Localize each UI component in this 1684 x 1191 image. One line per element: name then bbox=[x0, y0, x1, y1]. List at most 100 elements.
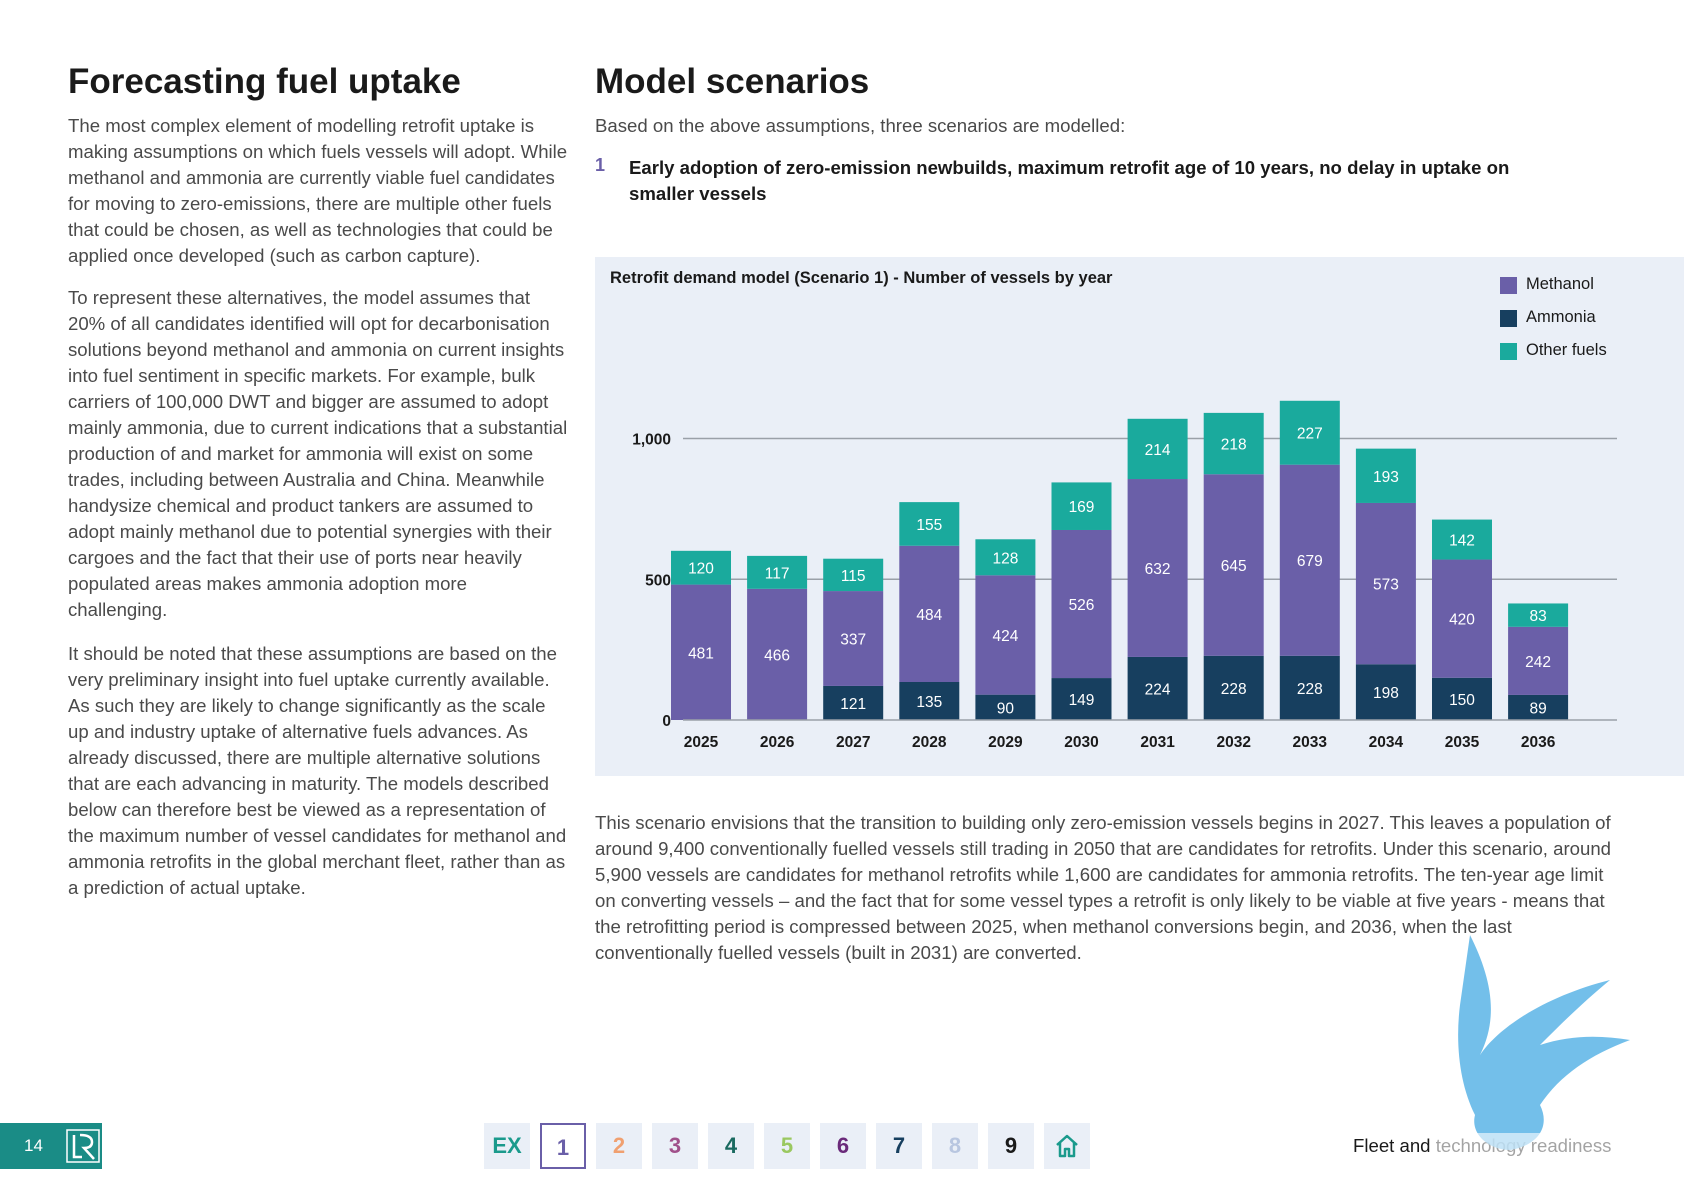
data-label: 228 bbox=[1297, 681, 1323, 698]
data-label: 526 bbox=[1069, 597, 1095, 614]
legend-label: Ammonia bbox=[1526, 308, 1596, 326]
page-number: 14 bbox=[24, 1136, 43, 1155]
bar-segment-other-fuels bbox=[975, 539, 1036, 576]
scenarios-intro: Based on the above assumptions, three sc… bbox=[595, 115, 1126, 136]
x-tick-label: 2026 bbox=[760, 734, 795, 751]
data-label: 142 bbox=[1449, 533, 1475, 550]
home-icon bbox=[1056, 1134, 1078, 1158]
nav-button-7[interactable]: 7 bbox=[876, 1123, 922, 1169]
bar-segment-ammonia bbox=[1051, 678, 1112, 720]
bar-segment-methanol bbox=[1127, 479, 1188, 657]
bar-segment-other-fuels bbox=[747, 555, 808, 589]
x-tick-label: 2028 bbox=[912, 734, 947, 751]
chart-title: Retrofit demand model (Scenario 1) - Num… bbox=[610, 269, 1113, 287]
data-label: 214 bbox=[1145, 442, 1171, 459]
x-tick-label: 2032 bbox=[1216, 734, 1250, 751]
home-button[interactable] bbox=[1044, 1123, 1090, 1169]
bar-segment-methanol bbox=[899, 545, 960, 682]
x-tick-label: 2036 bbox=[1521, 734, 1556, 751]
scenario-number: 1 bbox=[595, 155, 606, 175]
nav-button-6[interactable]: 6 bbox=[820, 1123, 866, 1169]
bar-segment-other-fuels bbox=[1508, 603, 1569, 627]
data-label: 120 bbox=[688, 561, 714, 578]
x-tick-label: 2029 bbox=[988, 734, 1023, 751]
data-label: 117 bbox=[765, 565, 790, 582]
scenario-description: Early adoption of zero-emission newbuild… bbox=[629, 157, 1510, 204]
chart-panel: 0 500 1,000 481 120 2025 466 117 2026 121 337 115 20… bbox=[595, 257, 1684, 776]
legend-label: Methanol bbox=[1526, 275, 1594, 293]
data-label: 128 bbox=[992, 550, 1018, 567]
x-tick-label: 2033 bbox=[1293, 734, 1328, 751]
data-label: 679 bbox=[1297, 553, 1323, 570]
bar-segment-other-fuels bbox=[1432, 519, 1492, 560]
bar-segment-methanol bbox=[1279, 464, 1340, 656]
bar-segment-ammonia bbox=[1127, 656, 1188, 720]
bar-segment-other-fuels bbox=[671, 550, 731, 585]
data-label: 227 bbox=[1297, 426, 1323, 443]
nav-button-ex[interactable]: EX bbox=[484, 1123, 530, 1169]
data-label: 89 bbox=[1529, 700, 1546, 717]
data-label: 169 bbox=[1069, 499, 1095, 516]
data-label: 242 bbox=[1525, 654, 1551, 671]
data-label: 83 bbox=[1529, 608, 1546, 625]
x-tick-label: 2027 bbox=[836, 734, 870, 751]
nav-button-3[interactable]: 3 bbox=[652, 1123, 698, 1169]
nav-button-2[interactable]: 2 bbox=[596, 1123, 642, 1169]
data-label: 645 bbox=[1221, 558, 1247, 575]
x-tick-label: 2030 bbox=[1064, 734, 1098, 751]
paragraph-3: It should be noted that these assumption… bbox=[68, 643, 567, 898]
nav-button-4[interactable]: 4 bbox=[708, 1123, 754, 1169]
bar-segment-ammonia bbox=[823, 685, 884, 720]
data-label: 121 bbox=[840, 696, 866, 713]
data-label: 632 bbox=[1145, 561, 1171, 578]
y-tick-label: 1,000 bbox=[632, 432, 671, 449]
nav-button-9[interactable]: 9 bbox=[988, 1123, 1034, 1169]
x-tick-label: 2034 bbox=[1369, 734, 1404, 751]
bar-segment-ammonia bbox=[899, 681, 960, 720]
x-tick-label: 2031 bbox=[1140, 734, 1175, 751]
data-label: 115 bbox=[841, 568, 866, 585]
nav-button-5[interactable]: 5 bbox=[764, 1123, 810, 1169]
legend-swatch bbox=[1500, 310, 1517, 327]
legend-swatch bbox=[1500, 343, 1517, 360]
data-label: 466 bbox=[764, 647, 790, 664]
bar-segment-other-fuels bbox=[1127, 418, 1188, 480]
lr-logo-icon bbox=[66, 1129, 100, 1163]
bar-segment-methanol bbox=[1508, 626, 1569, 695]
nav-button-1[interactable]: 1 bbox=[540, 1123, 586, 1169]
legend-label: Other fuels bbox=[1526, 341, 1607, 359]
y-tick-label: 0 bbox=[662, 713, 671, 730]
x-tick-label: 2035 bbox=[1445, 734, 1480, 751]
bar-segment-methanol bbox=[747, 588, 808, 720]
right-section-title: Model scenarios bbox=[595, 62, 870, 101]
left-section-title: Forecasting fuel uptake bbox=[68, 62, 461, 101]
data-label: 337 bbox=[840, 632, 866, 649]
data-label: 224 bbox=[1145, 681, 1171, 698]
bar-segment-methanol bbox=[1051, 529, 1112, 679]
data-label: 484 bbox=[916, 607, 942, 624]
data-label: 420 bbox=[1449, 612, 1475, 629]
retrofit-demand-chart: 0 500 1,000 481 120 2025 466 117 2026 121 337 115 20… bbox=[632, 400, 1617, 751]
data-label: 573 bbox=[1373, 577, 1399, 594]
bar-segment-other-fuels bbox=[1203, 412, 1264, 475]
bar-segment-other-fuels bbox=[823, 558, 884, 592]
bar-segment-other-fuels bbox=[899, 502, 960, 546]
data-label: 135 bbox=[916, 694, 942, 711]
data-label: 481 bbox=[688, 645, 714, 662]
bar-segment-methanol bbox=[975, 575, 1036, 695]
bar-segment-other-fuels bbox=[1051, 482, 1112, 530]
paragraph-2: To represent these alternatives, the mod… bbox=[68, 287, 568, 620]
bar-segment-methanol bbox=[823, 591, 884, 686]
nav-button-8[interactable]: 8 bbox=[932, 1123, 978, 1169]
data-label: 155 bbox=[916, 517, 942, 534]
bar-segment-ammonia bbox=[1355, 664, 1416, 720]
paragraph-1: The most complex element of modelling re… bbox=[68, 115, 568, 266]
bar-segment-other-fuels bbox=[1355, 448, 1416, 503]
data-label: 150 bbox=[1449, 692, 1475, 709]
x-tick-label: 2025 bbox=[684, 734, 719, 751]
scenario-body-text: This scenario envisions that the transit… bbox=[595, 812, 1612, 963]
bar-segment-ammonia bbox=[1279, 655, 1340, 720]
bar-segment-methanol bbox=[1432, 559, 1492, 678]
bar-segment-ammonia bbox=[1432, 677, 1492, 720]
bar-segment-methanol bbox=[1203, 474, 1264, 656]
